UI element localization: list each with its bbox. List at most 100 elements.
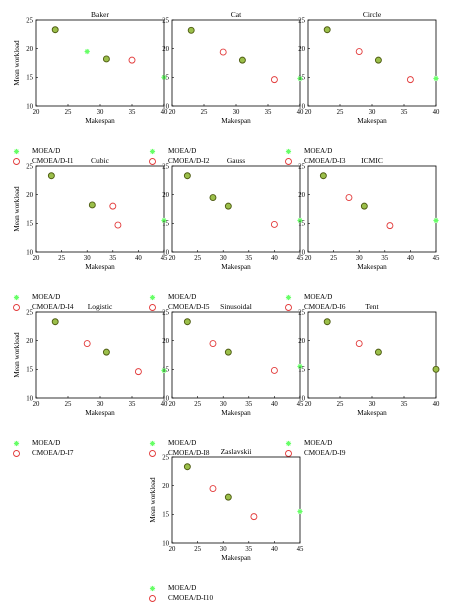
y-tick-label: 10 xyxy=(26,395,33,402)
overlap-point xyxy=(374,56,382,64)
chart-panel: Circle 20 25 30 35 40 10 15 20 25 Makespan xyxy=(278,8,440,158)
y-tick-label: 15 xyxy=(162,512,169,519)
y-tick-label: 10 xyxy=(162,103,169,110)
chart-title: Cubic xyxy=(91,156,110,165)
y-tick-label: 15 xyxy=(298,75,305,82)
circle-marker-icon xyxy=(149,450,156,457)
y-tick-label: 20 xyxy=(162,192,169,199)
x-tick-label: 20 xyxy=(305,109,312,116)
chart-panel: Cat 20 25 30 35 40 10 15 20 25 Makespan xyxy=(142,8,304,158)
x-tick-label: 25 xyxy=(194,546,201,553)
chart-title: Tent xyxy=(365,302,379,311)
x-tick-label: 20 xyxy=(169,255,176,262)
y-tick-label: 10 xyxy=(298,395,305,402)
y-tick-label: 10 xyxy=(162,395,169,402)
y-tick-label: 20 xyxy=(162,483,169,490)
moead-point xyxy=(297,217,303,224)
chart-legend: MOEA/D CMOEA/D-I8 xyxy=(148,438,278,464)
y-tick-label: 25 xyxy=(26,163,33,170)
x-tick-label: 25 xyxy=(65,109,72,116)
chart-legend: MOEA/D CMOEA/D-I5 xyxy=(148,292,278,318)
x-tick-label: 30 xyxy=(369,401,376,408)
legend-label: CMOEA/D-I6 xyxy=(304,303,346,311)
chart-legend: MOEA/D CMOEA/D-I7 xyxy=(12,438,142,464)
x-tick-label: 45 xyxy=(297,546,304,553)
cmoead-point xyxy=(270,221,278,228)
x-tick-label: 40 xyxy=(271,401,278,408)
x-axis-label: Makespan xyxy=(357,263,387,271)
y-tick-label: 25 xyxy=(298,309,305,316)
y-tick-label: 25 xyxy=(162,17,169,24)
legend-label: MOEA/D xyxy=(168,293,197,301)
chart-legend: MOEA/D CMOEA/D-I3 xyxy=(284,146,414,172)
asterisk-marker-icon xyxy=(149,294,156,301)
y-tick-label: 25 xyxy=(26,309,33,316)
overlap-point xyxy=(323,26,331,34)
asterisk-marker-icon xyxy=(285,148,292,155)
cmoead-point xyxy=(109,202,117,210)
y-tick-label: 20 xyxy=(298,338,305,345)
y-tick-label: 20 xyxy=(26,338,33,345)
circle-marker-icon xyxy=(13,158,20,165)
moead-point xyxy=(161,217,167,224)
chart-panel: Cubic 20 25 30 35 40 45 10 15 20 25 Makespan Mean wo… xyxy=(6,154,168,304)
scatter-plot: Zaslavskii 20 25 30 35 40 45 10 15 20 25 Makespan Me… xyxy=(149,447,304,562)
x-tick-label: 30 xyxy=(369,109,376,116)
cmoead-point xyxy=(250,513,258,521)
circle-marker-icon xyxy=(149,595,156,602)
legend-label: CMOEA/D-I1 xyxy=(32,157,74,165)
legend-marker xyxy=(13,148,20,155)
legend-label: MOEA/D xyxy=(304,439,333,447)
cmoead-point xyxy=(209,485,217,492)
y-tick-label: 20 xyxy=(298,46,305,53)
x-tick-label: 45 xyxy=(297,401,304,408)
overlap-point xyxy=(360,202,368,210)
cmoead-point xyxy=(345,194,353,201)
x-tick-label: 30 xyxy=(97,401,104,408)
moead-point xyxy=(433,75,439,82)
y-tick-label: 25 xyxy=(298,163,305,170)
y-tick-label: 20 xyxy=(26,46,33,53)
x-axis-label: Makespan xyxy=(357,117,387,125)
circle-marker-icon xyxy=(13,304,20,311)
legend-label: MOEA/D xyxy=(168,584,197,592)
overlap-point xyxy=(323,318,331,326)
x-tick-label: 40 xyxy=(271,255,278,262)
y-axis-label: Mean workload xyxy=(13,186,21,232)
legend-marker xyxy=(285,148,292,155)
x-tick-label: 30 xyxy=(220,401,227,408)
chart-title: Gauss xyxy=(227,156,245,165)
x-tick-label: 20 xyxy=(33,255,40,262)
y-tick-label: 15 xyxy=(26,221,33,228)
overlap-point xyxy=(374,348,382,356)
x-tick-label: 35 xyxy=(245,546,252,553)
x-tick-label: 25 xyxy=(337,109,344,116)
y-tick-label: 10 xyxy=(26,249,33,256)
x-axis-label: Makespan xyxy=(221,263,251,271)
cmoead-point xyxy=(134,368,142,376)
overlap-point xyxy=(102,55,110,63)
asterisk-marker-icon xyxy=(149,585,156,592)
y-tick-label: 25 xyxy=(162,309,169,316)
chart-title: Logistic xyxy=(88,302,113,311)
x-tick-label: 20 xyxy=(169,109,176,116)
circle-marker-icon xyxy=(13,450,20,457)
cmoead-point xyxy=(270,367,278,374)
legend-label: MOEA/D xyxy=(168,439,197,447)
cmoead-point xyxy=(270,76,278,84)
moead-point xyxy=(297,75,303,82)
chart-panel: Zaslavskii 20 25 30 35 40 45 10 15 20 25 Makespan Me… xyxy=(142,445,304,595)
y-tick-label: 25 xyxy=(162,163,169,170)
overlap-point xyxy=(238,56,246,64)
chart-title: Circle xyxy=(363,10,382,19)
chart-panel: Baker 20 25 30 35 40 10 15 20 25 Makespan Mean work… xyxy=(6,8,168,158)
x-tick-label: 40 xyxy=(297,109,304,116)
x-tick-label: 30 xyxy=(356,255,363,262)
x-tick-label: 25 xyxy=(194,401,201,408)
y-tick-label: 15 xyxy=(162,367,169,374)
chart-legend: MOEA/D CMOEA/D-I2 xyxy=(148,146,278,172)
legend-label: CMOEA/D-I9 xyxy=(304,449,346,457)
moead-point xyxy=(161,367,167,374)
